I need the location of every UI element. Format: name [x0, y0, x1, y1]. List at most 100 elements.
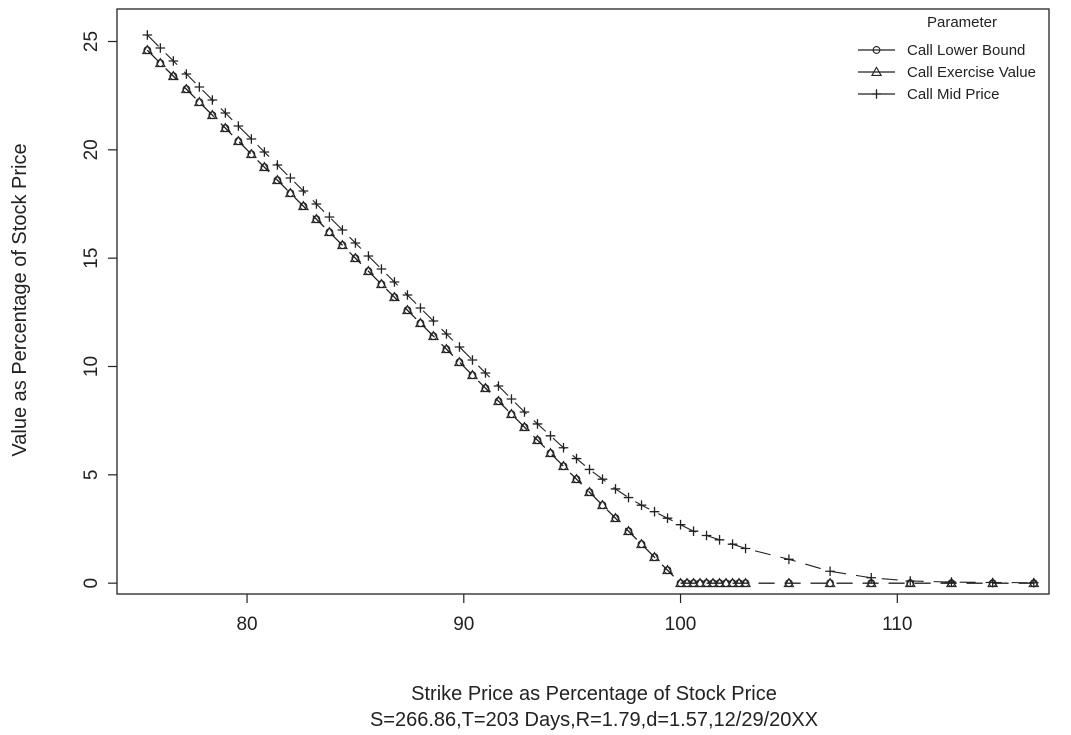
data-point — [531, 434, 544, 445]
data-point — [1029, 577, 1039, 588]
data-point — [825, 566, 835, 577]
data-point — [648, 551, 661, 562]
data-point — [284, 187, 296, 198]
data-point — [610, 484, 621, 494]
legend-marker — [870, 66, 883, 76]
y-tick-label: 0 — [81, 578, 102, 589]
data-point — [492, 395, 505, 406]
data-point — [285, 173, 296, 183]
legend-label: Call Exercise Value — [907, 64, 1036, 81]
data-point — [337, 225, 348, 235]
legend-item: Call Exercise Value — [858, 64, 1036, 81]
legend-label: Call Lower Bound — [907, 42, 1025, 59]
data-point — [310, 213, 322, 224]
data-point — [596, 499, 609, 510]
data-point — [661, 564, 674, 575]
data-point — [154, 57, 166, 68]
data-point — [493, 381, 504, 391]
data-point — [453, 356, 466, 367]
data-point — [727, 539, 738, 549]
x-axis: 80 90 100 110 — [236, 594, 912, 635]
data-point — [375, 278, 387, 289]
data-point — [687, 577, 700, 588]
x-axis-label: Strike Price as Percentage of Stock Pric… — [411, 683, 777, 705]
data-point — [583, 486, 596, 497]
series-line — [146, 49, 1034, 584]
data-point — [623, 492, 634, 503]
data-point — [220, 108, 231, 118]
data-point — [414, 317, 426, 328]
data-point — [427, 330, 439, 341]
series-plus — [142, 30, 1039, 588]
data-point — [363, 251, 374, 261]
data-point — [740, 577, 752, 588]
data-point — [720, 577, 732, 588]
data-point — [635, 538, 648, 549]
data-point — [558, 442, 569, 453]
data-point — [441, 329, 452, 339]
data-point — [362, 265, 374, 276]
data-point — [440, 343, 452, 354]
data-point — [532, 419, 543, 429]
data-point — [246, 134, 257, 144]
data-point — [904, 577, 916, 588]
data-point — [674, 577, 687, 588]
data-point — [258, 161, 270, 172]
data-point — [609, 512, 622, 523]
data-point — [350, 238, 361, 248]
data-point — [232, 135, 244, 146]
data-point — [233, 121, 244, 131]
data-point — [545, 431, 556, 441]
data-point — [324, 212, 335, 222]
data-point — [701, 530, 712, 541]
x-tick-label: 110 — [882, 614, 912, 635]
legend-label: Call Mid Price — [907, 86, 1000, 103]
data-point — [297, 200, 309, 211]
data-point — [167, 70, 179, 81]
data-point — [401, 304, 413, 315]
data-point — [388, 291, 400, 302]
data-point — [784, 554, 794, 565]
data-point — [402, 290, 413, 300]
chart-subtitle: S=266.86,T=203 Days,R=1.79,d=1.57,12/29/… — [370, 709, 818, 731]
data-point — [783, 577, 795, 588]
y-tick-label: 20 — [81, 139, 102, 160]
legend-item: Call Lower Bound — [858, 42, 1025, 59]
data-point — [557, 460, 570, 471]
data-point — [142, 30, 153, 40]
data-point — [505, 408, 518, 419]
legend: Parameter Call Lower Bound Call Exercise … — [858, 14, 1036, 103]
data-point — [700, 577, 713, 588]
data-point — [905, 576, 916, 586]
x-tick-label: 100 — [665, 614, 697, 635]
y-tick-label: 10 — [81, 356, 102, 377]
legend-title: Parameter — [927, 14, 997, 31]
data-point — [506, 394, 517, 404]
data-point — [866, 572, 877, 583]
data-point — [584, 464, 595, 475]
data-point — [454, 342, 465, 352]
data-point — [467, 355, 478, 365]
data-point — [389, 277, 400, 287]
data-point — [193, 96, 205, 107]
data-point — [180, 83, 192, 94]
data-point — [272, 160, 283, 170]
data-point — [168, 56, 179, 66]
data-point — [323, 226, 335, 237]
data-point — [544, 447, 557, 458]
y-tick-label: 5 — [81, 470, 102, 481]
data-point — [649, 506, 660, 517]
data-point — [675, 519, 686, 530]
data-point — [681, 577, 693, 588]
data-point — [622, 525, 635, 536]
data-point — [570, 473, 583, 484]
data-point — [740, 543, 751, 554]
data-point — [141, 44, 153, 55]
data-point — [707, 577, 719, 588]
y-axis: 0 5 10 15 20 25 — [81, 31, 117, 589]
data-point — [428, 316, 439, 326]
legend-marker — [871, 89, 882, 99]
data-point — [636, 500, 647, 510]
data-point — [571, 453, 582, 464]
